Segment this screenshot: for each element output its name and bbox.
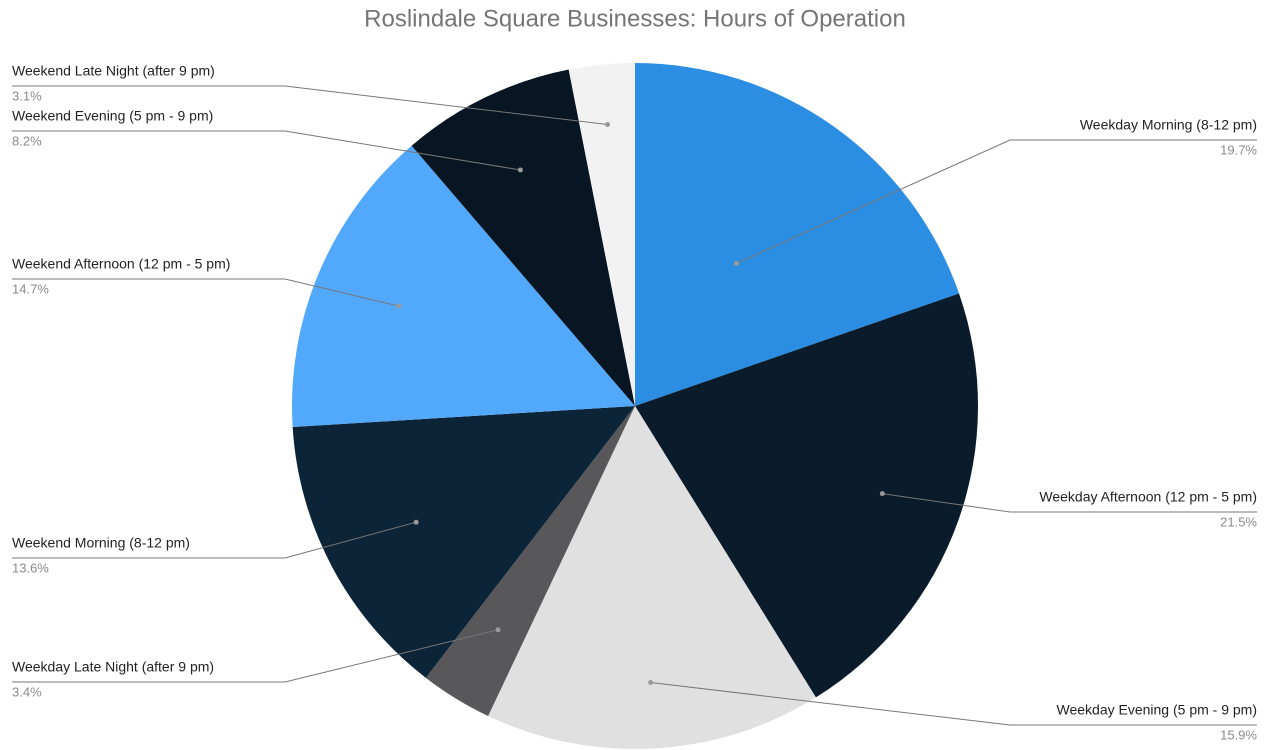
slice-label: Weekend Late Night (after 9 pm) xyxy=(12,63,215,79)
pie-slice xyxy=(635,293,978,698)
slice-label: Weekend Morning (8-12 pm) xyxy=(12,535,190,551)
pie-slice xyxy=(568,63,635,406)
pie-slice xyxy=(292,145,635,427)
slice-value: 19.7% xyxy=(1220,142,1257,157)
slice-label: Weekend Evening (5 pm - 9 pm) xyxy=(12,108,213,124)
slice-label: Weekday Late Night (after 9 pm) xyxy=(12,659,214,675)
leader-line xyxy=(882,493,1257,513)
leader-dot xyxy=(495,627,501,633)
slice-value: 3.1% xyxy=(12,88,42,103)
leader-line xyxy=(12,130,521,171)
slice-label: Weekday Morning (8-12 pm) xyxy=(1080,117,1257,133)
slice-label: Weekday Afternoon (12 pm - 5 pm) xyxy=(1039,489,1257,505)
pie-slice xyxy=(425,406,635,716)
pie-slice xyxy=(488,406,816,749)
slice-value: 8.2% xyxy=(12,133,42,148)
leader-line xyxy=(12,278,399,307)
pie-slice xyxy=(635,63,960,406)
slice-value: 15.9% xyxy=(1220,727,1257,742)
slice-value: 21.5% xyxy=(1220,514,1257,529)
leader-dot xyxy=(413,519,419,525)
leader-dot xyxy=(879,491,885,497)
leader-line xyxy=(650,682,1257,726)
leader-dot xyxy=(648,680,654,686)
slice-label: Weekend Afternoon (12 pm - 5 pm) xyxy=(12,256,230,272)
slice-value: 13.6% xyxy=(12,560,49,575)
leader-dot xyxy=(396,303,402,309)
slice-label: Weekday Evening (5 pm - 9 pm) xyxy=(1057,702,1258,718)
leader-dot xyxy=(517,167,523,173)
leader-line xyxy=(736,139,1257,264)
leader-line xyxy=(12,85,608,126)
leader-dot xyxy=(605,122,611,128)
chart-title: Roslindale Square Businesses: Hours of O… xyxy=(364,5,906,32)
leader-dot xyxy=(733,260,739,266)
pie-slice xyxy=(411,69,635,407)
pie-slice xyxy=(292,406,635,678)
leader-line xyxy=(12,521,417,559)
leader-line xyxy=(12,629,499,683)
slice-value: 14.7% xyxy=(12,281,49,296)
slice-value: 3.4% xyxy=(12,684,42,699)
